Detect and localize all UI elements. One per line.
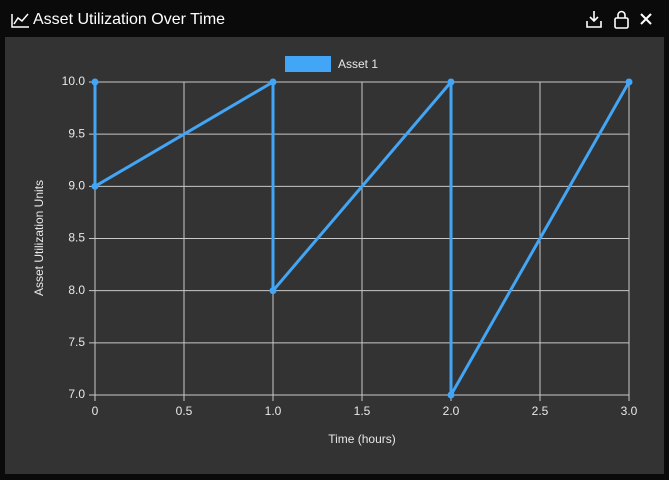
- data-point: [269, 287, 277, 295]
- chart-title: Asset Utilization Over Time: [33, 11, 225, 28]
- y-axis-title: Asset Utilization Units: [32, 180, 46, 296]
- y-tick-label: 9.5: [68, 126, 85, 140]
- x-tick-label: 0.5: [176, 404, 193, 418]
- download-button[interactable]: [586, 11, 602, 28]
- data-point: [91, 78, 99, 86]
- data-point: [269, 78, 277, 86]
- y-tick-label: 10.0: [62, 74, 86, 88]
- data-point: [91, 182, 99, 190]
- legend-label: Asset 1: [338, 57, 378, 71]
- x-tick-label: 1.5: [354, 404, 371, 418]
- chart-icon: [11, 13, 29, 28]
- legend-swatch: [285, 56, 331, 72]
- x-tick-label: 2.0: [443, 404, 460, 418]
- x-tick-label: 1.0: [265, 404, 282, 418]
- y-tick-label: 8.5: [68, 231, 85, 245]
- y-tick-label: 9.0: [68, 179, 85, 193]
- data-point: [447, 391, 455, 399]
- data-point: [625, 78, 633, 86]
- x-tick-label: 2.5: [532, 404, 549, 418]
- x-tick-label: 3.0: [621, 404, 638, 418]
- x-tick-label: 0: [92, 404, 99, 418]
- x-axis-title: Time (hours): [328, 432, 396, 446]
- y-tick-label: 7.5: [68, 335, 85, 349]
- close-button[interactable]: [640, 13, 652, 25]
- y-tick-label: 8.0: [68, 283, 85, 297]
- data-point: [447, 78, 455, 86]
- y-tick-label: 7.0: [68, 387, 85, 401]
- chart-panel: [5, 37, 664, 474]
- lock-button[interactable]: [614, 10, 629, 29]
